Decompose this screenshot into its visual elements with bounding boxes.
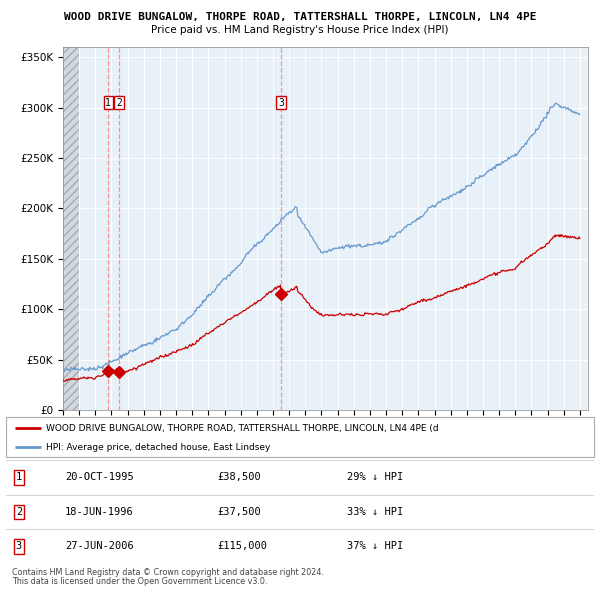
Text: 37% ↓ HPI: 37% ↓ HPI [347,541,403,551]
Text: 29% ↓ HPI: 29% ↓ HPI [347,473,403,483]
Text: This data is licensed under the Open Government Licence v3.0.: This data is licensed under the Open Gov… [12,577,268,586]
Text: 2: 2 [16,507,22,517]
Text: 20-OCT-1995: 20-OCT-1995 [65,473,134,483]
Text: 33% ↓ HPI: 33% ↓ HPI [347,507,403,517]
Text: 3: 3 [16,541,22,551]
FancyBboxPatch shape [6,417,594,457]
Text: £38,500: £38,500 [218,473,262,483]
Text: 1: 1 [105,97,111,107]
Text: 3: 3 [278,97,284,107]
Text: 18-JUN-1996: 18-JUN-1996 [65,507,134,517]
Bar [63,47,79,410]
Text: 2: 2 [116,97,122,107]
Text: 27-JUN-2006: 27-JUN-2006 [65,541,134,551]
Text: Contains HM Land Registry data © Crown copyright and database right 2024.: Contains HM Land Registry data © Crown c… [12,568,324,576]
Text: WOOD DRIVE BUNGALOW, THORPE ROAD, TATTERSHALL THORPE, LINCOLN, LN4 4PE: WOOD DRIVE BUNGALOW, THORPE ROAD, TATTER… [64,12,536,22]
Text: £37,500: £37,500 [218,507,262,517]
Text: Price paid vs. HM Land Registry's House Price Index (HPI): Price paid vs. HM Land Registry's House … [151,25,449,35]
Text: 1: 1 [16,473,22,483]
Text: WOOD DRIVE BUNGALOW, THORPE ROAD, TATTERSHALL THORPE, LINCOLN, LN4 4PE (d: WOOD DRIVE BUNGALOW, THORPE ROAD, TATTER… [46,424,439,433]
Text: £115,000: £115,000 [218,541,268,551]
Text: HPI: Average price, detached house, East Lindsey: HPI: Average price, detached house, East… [46,442,271,452]
